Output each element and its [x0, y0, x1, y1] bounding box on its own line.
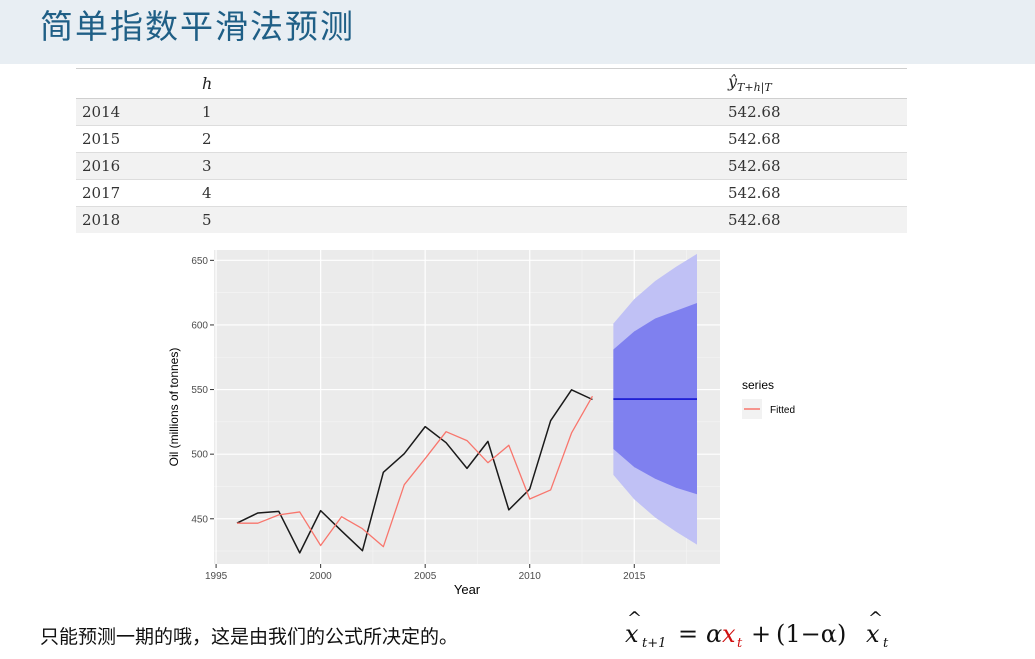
formula-sub-t: t — [737, 636, 743, 651]
cell-year: 2016 — [76, 152, 196, 180]
table-row: 2018 5 542.68 — [76, 206, 907, 233]
table-header-row: h ŷT+h|T — [76, 68, 907, 99]
title-bar: 简单指数平滑法预测 — [0, 0, 1035, 64]
cell-h: 2 — [196, 125, 722, 153]
forecast-chart: 1995 2000 2005 2010 2015 450 500 550 600 650 Year O… — [167, 250, 795, 597]
formula-plus: + — [751, 620, 772, 648]
x-tick-label: 2015 — [623, 571, 646, 582]
table-row: 2015 2 542.68 — [76, 125, 907, 153]
cell-h: 5 — [196, 206, 722, 233]
header-year — [76, 68, 196, 99]
legend-entry: Fitted — [770, 405, 795, 416]
cell-value: 542.68 — [722, 98, 907, 126]
series-line-fitted — [237, 395, 594, 548]
y-axis-title: Oil (millions of tonnes) — [167, 348, 181, 467]
formula-sub-t-2: t — [883, 636, 889, 651]
formula-x-hat: x — [625, 620, 639, 648]
forecast-table: h ŷT+h|T 2014 1 542.68 2015 2 542.68 201… — [76, 68, 907, 233]
cell-h: 3 — [196, 152, 722, 180]
x-tick-label: 2005 — [414, 571, 437, 582]
cell-year: 2018 — [76, 206, 196, 233]
header-forecast: ŷT+h|T — [722, 68, 907, 99]
table-row: 2017 4 542.68 — [76, 179, 907, 207]
formula-one-minus-alpha: (1−α) — [776, 620, 847, 648]
table-row: 2014 1 542.68 — [76, 98, 907, 126]
x-tick-label: 1995 — [205, 571, 228, 582]
formula-x-t: x — [722, 620, 736, 648]
cell-year: 2017 — [76, 179, 196, 207]
cell-year: 2014 — [76, 98, 196, 126]
x-axis-title: Year — [454, 582, 481, 597]
legend-title: series — [742, 378, 774, 392]
cell-value: 542.68 — [722, 179, 907, 207]
y-tick-label: 450 — [191, 514, 208, 525]
y-tick-label: 650 — [191, 256, 208, 267]
y-tick-label: 500 — [191, 450, 208, 461]
table-row: 2016 3 542.68 — [76, 152, 907, 180]
series-line-data — [236, 389, 593, 554]
formula-hat-2: ^ — [868, 608, 884, 629]
footer-text: 只能预测一期的哦，这是由我们的公式所决定的。 — [40, 626, 459, 648]
header-h: h — [196, 68, 722, 99]
y-tick-label: 550 — [191, 385, 208, 396]
cell-year: 2015 — [76, 125, 196, 153]
cell-value: 542.68 — [722, 206, 907, 233]
cell-h: 1 — [196, 98, 722, 126]
formula-hat-1: ^ — [627, 608, 643, 629]
formula-x-hat-t: x — [866, 620, 880, 648]
page-title: 简单指数平滑法预测 — [40, 7, 355, 46]
cell-value: 542.68 — [722, 125, 907, 153]
formula-equals: = — [678, 620, 699, 648]
y-tick-label: 600 — [191, 320, 208, 331]
header-yhat-subscript: T+h|T — [737, 81, 772, 95]
formula-sub-t1: t+1 — [642, 636, 667, 651]
formula-alpha: α — [706, 620, 723, 648]
header-yhat: ŷ — [728, 72, 738, 92]
cell-h: 4 — [196, 179, 722, 207]
x-tick-label: 2000 — [310, 571, 333, 582]
cell-value: 542.68 — [722, 152, 907, 180]
x-tick-label: 2010 — [519, 571, 542, 582]
ses-formula: ^ x t+1 = α x t + (1−α) ^ x t — [620, 606, 920, 656]
